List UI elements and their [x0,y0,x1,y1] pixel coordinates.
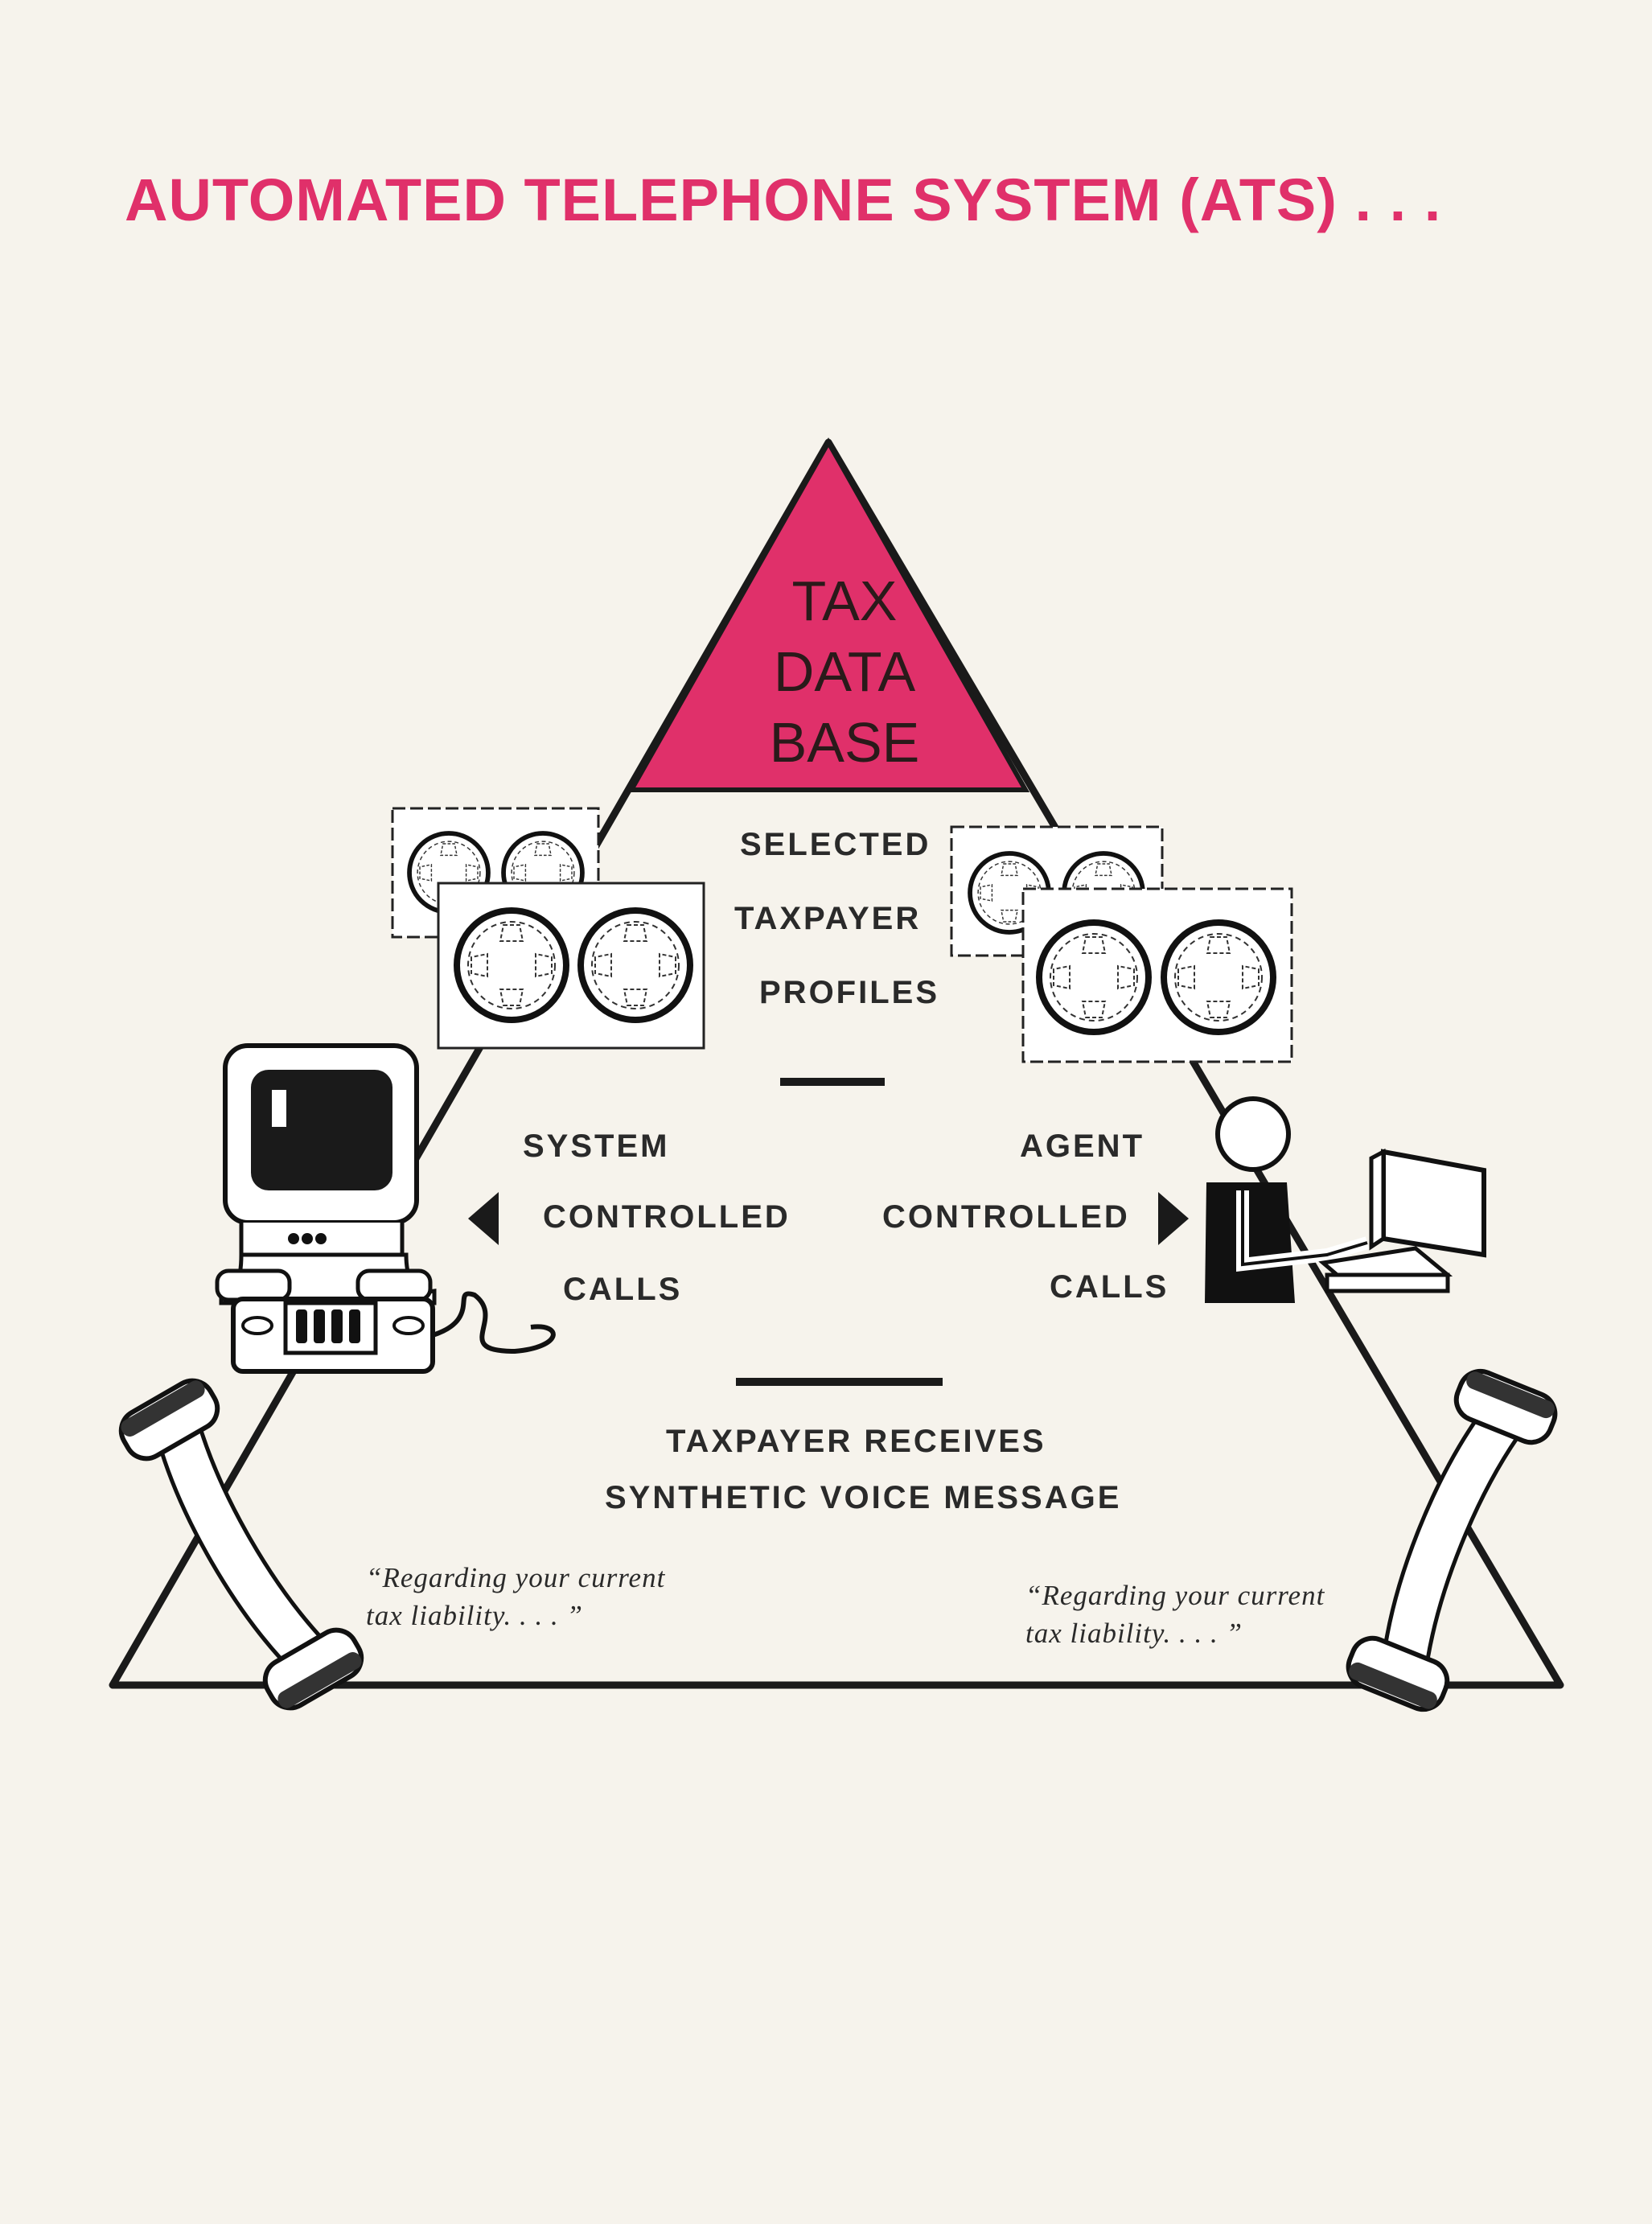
profiles-label-line1: SELECTED [740,827,931,862]
system-calls-line2: CONTROLLED [543,1199,791,1235]
pyramid-outline [109,438,1564,1689]
telephone-handset-icon [1342,1365,1561,1716]
apex-label-line3: BASE [769,711,920,774]
tax-data-base-apex [627,437,1030,792]
receives-line2: SYNTHETIC VOICE MESSAGE [605,1480,1122,1515]
agent-calls-line3: CALLS [1050,1269,1169,1305]
quote-right: “Regarding your current tax liability. .… [1025,1577,1325,1653]
quote-left-line2: tax liability. . . . ” [366,1600,583,1632]
agent-calls-line2: CONTROLLED [882,1199,1130,1235]
system-calls-line3: CALLS [563,1272,683,1307]
agent-icon [1205,1096,1486,1303]
quote-left-line1: “Regarding your current [366,1562,666,1593]
computer-terminal-icon [215,1043,556,1374]
receives-line1: TAXPAYER RECEIVES [666,1424,1046,1459]
right-arrow-icon [1158,1192,1189,1245]
quote-left: “Regarding your current tax liability. .… [366,1559,665,1635]
left-arrow-icon [468,1192,499,1245]
telephone-handset-icon [113,1373,368,1716]
apex-label-line1: TAX [791,569,898,632]
tape-reel-icon [950,825,1293,1063]
tape-reel-icon [391,807,705,1050]
profiles-label-line2: TAXPAYER [734,901,922,936]
quote-right-line2: tax liability. . . . ” [1025,1618,1243,1650]
system-calls-line1: SYSTEM [523,1128,670,1164]
quote-right-line1: “Regarding your current [1025,1580,1325,1611]
page-title: AUTOMATED TELEPHONE SYSTEM (ATS) . . . [125,166,1442,233]
agent-calls-line1: AGENT [1020,1128,1144,1164]
apex-label-line2: DATA [773,640,916,703]
profiles-label-line3: PROFILES [759,975,940,1010]
